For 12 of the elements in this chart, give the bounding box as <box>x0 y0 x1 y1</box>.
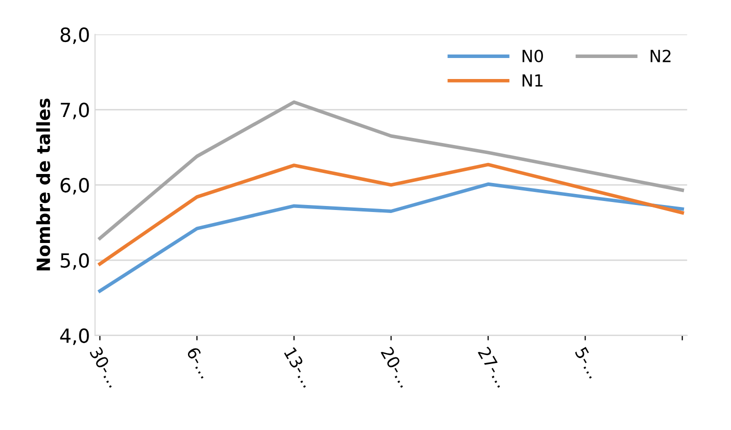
legend-label: N1 <box>522 74 543 87</box>
line-series <box>98 182 684 293</box>
line-series <box>98 100 684 240</box>
y-tick-label: 6,0 <box>60 178 89 195</box>
y-axis-title: Nombre de talles <box>36 98 50 270</box>
y-tick-label: 7,0 <box>60 102 89 120</box>
y-tick-label: 8,0 <box>60 27 89 44</box>
y-tick-label: 5,0 <box>60 253 89 270</box>
legend-label: N0 <box>522 50 543 62</box>
y-tick-label: 4,0 <box>60 328 89 346</box>
line-series <box>98 162 684 266</box>
legend-label: N2 <box>650 50 670 62</box>
